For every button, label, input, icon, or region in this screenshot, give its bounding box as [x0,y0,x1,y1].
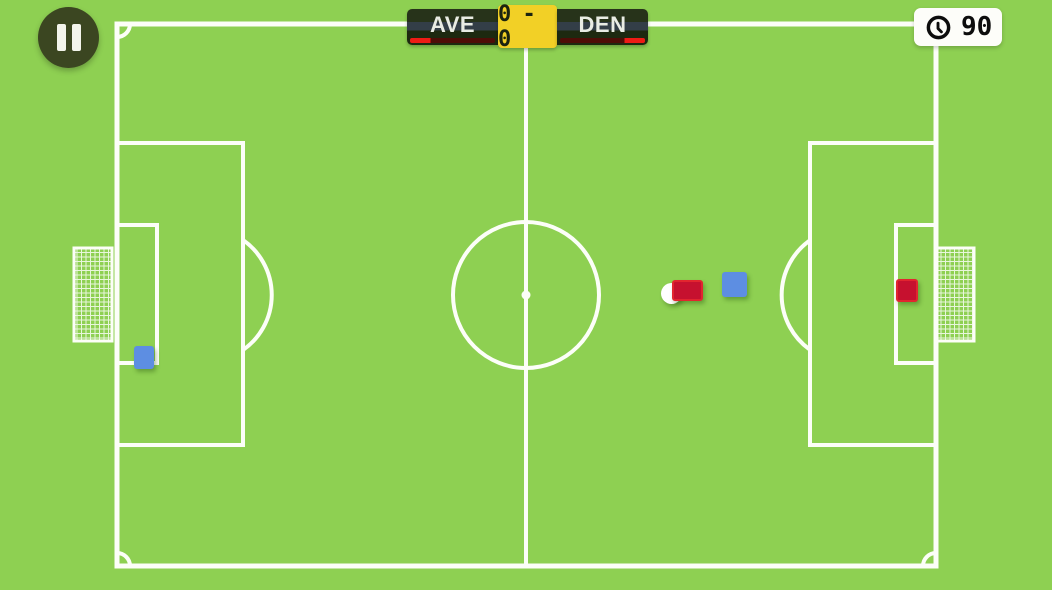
player-red-goalkeeper [896,279,918,302]
corner-arc-top-left [116,23,132,39]
timer-value: 90 [961,12,993,42]
pause-button[interactable] [38,7,99,68]
center-circle [451,220,601,370]
corner-arc-bottom-left [116,551,132,567]
player-blue-midfielder [722,272,747,297]
corner-arc-bottom-right [921,551,937,567]
right-goal-net [934,246,976,343]
left-penalty-arc [241,238,274,352]
scoreboard: AVE 0 - 0 DEN [407,2,648,52]
player-red-striker [672,280,703,301]
center-spot [521,290,531,300]
score-display: 0 - 0 [498,2,557,52]
home-team-panel: AVE [407,9,498,45]
away-team-name: DEN [578,12,627,37]
clock-icon [926,15,951,39]
match-timer: 90 [914,8,1002,46]
away-team-accent-strip [560,38,645,43]
home-team-accent-strip [410,38,495,43]
right-penalty-arc [779,239,811,351]
pause-icon [71,24,81,51]
away-team-panel: DEN [557,9,648,45]
home-team-name: AVE [429,12,476,37]
left-goal-net [72,246,114,343]
left-penalty-area [115,141,245,447]
left-goal-area [115,223,159,365]
player-blue-defender [134,346,154,369]
pause-icon [56,24,66,51]
